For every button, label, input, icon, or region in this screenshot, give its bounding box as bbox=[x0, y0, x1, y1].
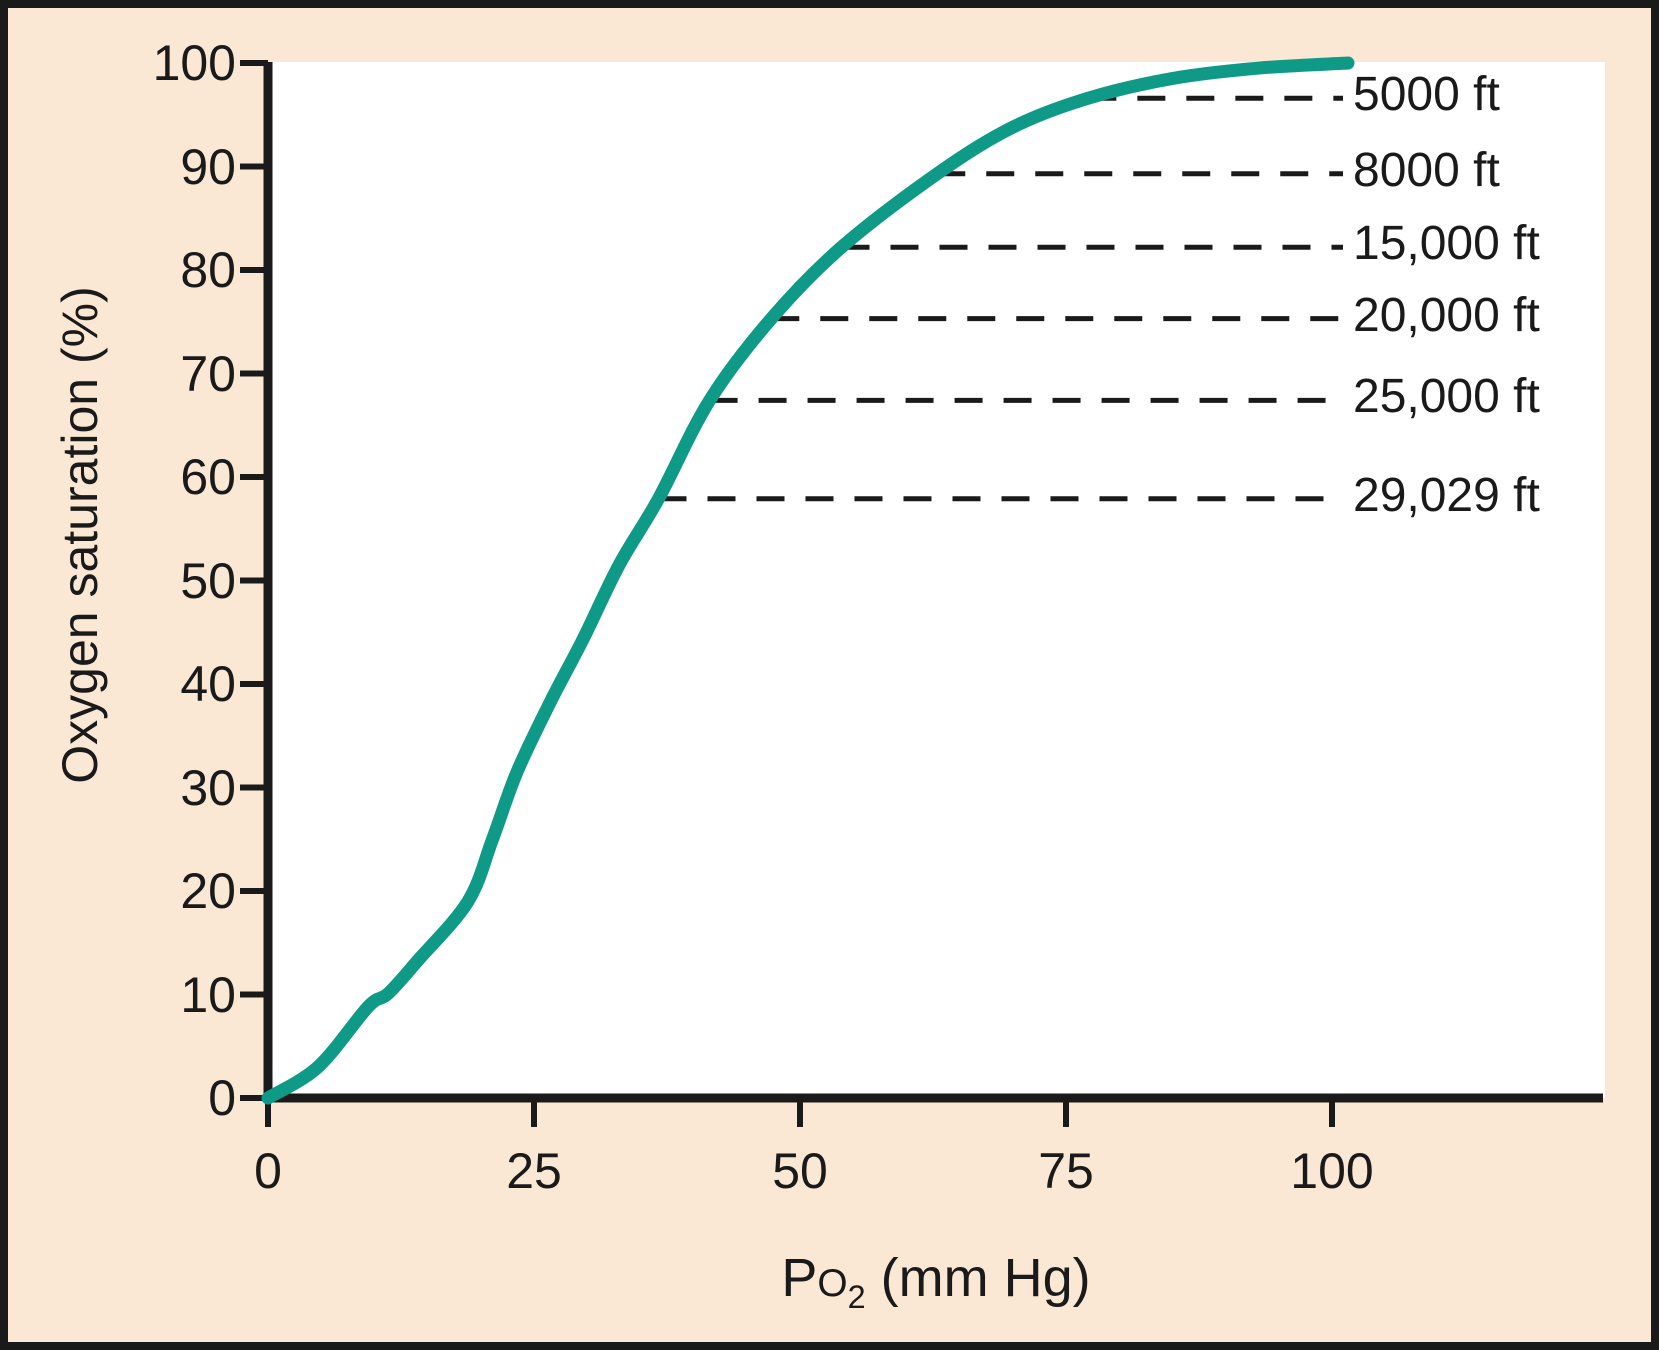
y-tick-label: 10 bbox=[180, 966, 236, 1023]
altitude-label: 8000 ft bbox=[1353, 143, 1500, 197]
x-tick-label: 75 bbox=[1038, 1143, 1094, 1199]
x-axis-title-p: P bbox=[781, 1248, 818, 1308]
altitude-label: 29,029 ft bbox=[1353, 468, 1540, 522]
y-tick-label: 100 bbox=[152, 35, 236, 91]
altitude-label: 5000 ft bbox=[1353, 68, 1500, 122]
y-tick-label: 30 bbox=[180, 759, 236, 816]
y-tick-label: 0 bbox=[208, 1070, 236, 1126]
y-tick-label: 50 bbox=[180, 552, 236, 609]
x-axis-title-units: (mm Hg) bbox=[865, 1248, 1091, 1308]
y-tick-label: 90 bbox=[180, 138, 236, 195]
y-tick-label: 70 bbox=[180, 345, 236, 402]
x-axis-title-subscript: 2 bbox=[847, 1278, 866, 1315]
plot-area bbox=[268, 62, 1605, 1098]
x-axis-title: PO2 (mm Hg) bbox=[781, 1247, 1091, 1313]
x-tick-label: 0 bbox=[254, 1143, 282, 1199]
x-tick-label: 25 bbox=[506, 1143, 562, 1199]
y-tick-label: 40 bbox=[180, 656, 236, 712]
x-tick-label: 100 bbox=[1290, 1143, 1374, 1199]
oxygen-saturation-curve bbox=[261, 56, 1355, 1105]
altitude-label: 25,000 ft bbox=[1353, 370, 1540, 424]
altitude-label: 15,000 ft bbox=[1353, 217, 1540, 271]
x-axis-title-o: O bbox=[817, 1262, 848, 1305]
x-tick-label: 50 bbox=[772, 1143, 828, 1199]
y-tick-label: 80 bbox=[180, 242, 236, 298]
y-tick-label: 20 bbox=[180, 863, 236, 919]
y-tick-label: 60 bbox=[180, 449, 236, 505]
altitude-label: 20,000 ft bbox=[1353, 288, 1540, 342]
